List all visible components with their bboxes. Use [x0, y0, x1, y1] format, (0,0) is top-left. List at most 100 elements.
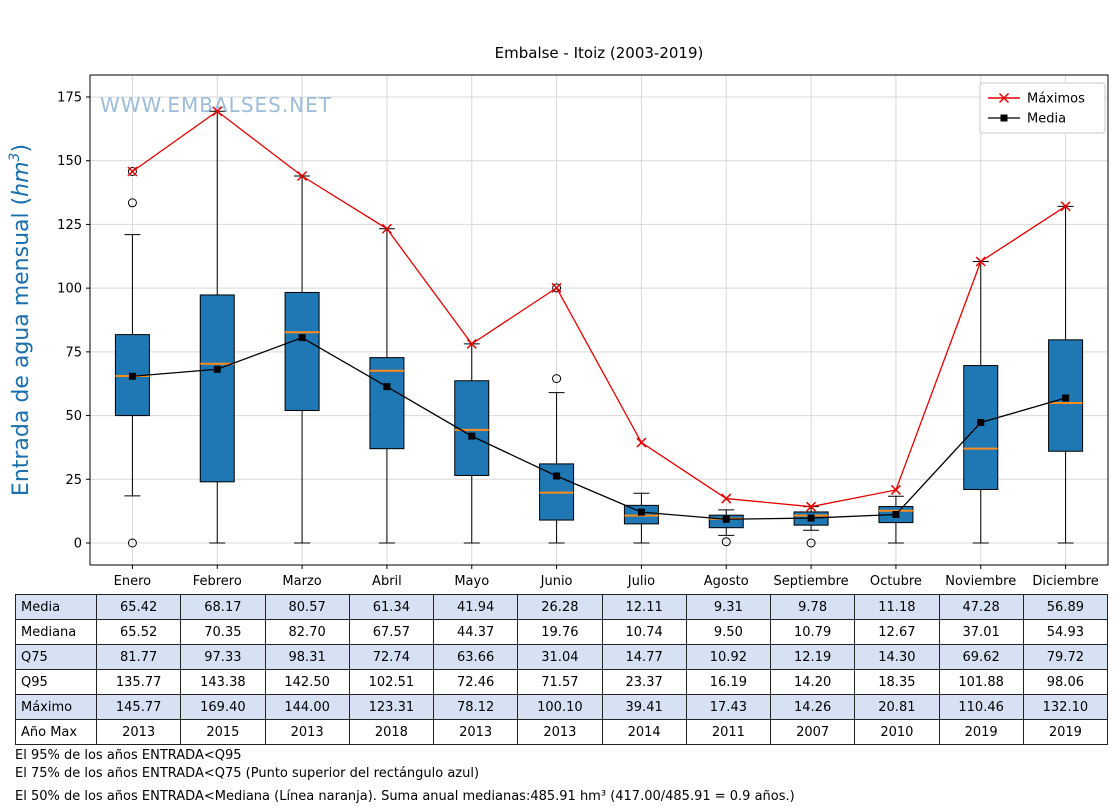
table-cell: 2013	[517, 719, 603, 745]
outlier-marker	[552, 374, 562, 384]
table-cell: 102.51	[348, 669, 435, 695]
boxplot-box	[454, 380, 490, 476]
table-cell: 16.19	[685, 669, 772, 695]
table-cell: 100.10	[517, 694, 603, 720]
maximos-x-marker	[466, 338, 477, 349]
table-cell: 72.46	[432, 669, 519, 695]
table-row-label: Media	[15, 594, 97, 620]
boxplot-box	[199, 294, 235, 483]
table-cell: 44.37	[432, 619, 519, 645]
table-row-label: Mediana	[15, 619, 97, 645]
table-cell: 69.62	[938, 644, 1024, 670]
outlier-marker	[806, 538, 816, 548]
maximos-x-marker	[806, 501, 817, 512]
media-line	[132, 336, 1066, 520]
table-cell: 68.17	[180, 594, 266, 620]
table-row-label: Q95	[15, 669, 97, 695]
table-cell: 37.01	[938, 619, 1024, 645]
maximos-x-marker	[212, 106, 223, 117]
table-row: Mediana 65.52 70.35 82.70 67.57 44.37 19.76 10.…	[15, 619, 1109, 645]
boxplot-box	[369, 357, 405, 450]
x-tick-label: Noviembre	[945, 574, 1016, 589]
table-cell: 2019	[1022, 719, 1109, 745]
table-cell: 54.93	[1022, 619, 1109, 645]
table-cell: 135.77	[95, 669, 182, 695]
table-cell: 14.20	[769, 669, 856, 695]
maximos-x-marker	[636, 437, 647, 448]
outlier-marker	[127, 198, 137, 208]
x-tick-label: Marzo	[282, 574, 321, 589]
media-square-marker	[722, 515, 730, 523]
table-cell: 101.88	[938, 669, 1024, 695]
media-square-marker	[383, 383, 391, 391]
table-cell: 14.30	[854, 644, 940, 670]
table-cell: 65.42	[95, 594, 182, 620]
table-row-label: Q75	[15, 644, 97, 670]
grid	[90, 75, 1108, 565]
table-cell: 145.77	[95, 694, 182, 720]
y-tick-label: 150	[57, 154, 82, 169]
plot-frame	[89, 74, 1109, 566]
y-tick-label: 25	[65, 473, 82, 488]
y-axis-label: Entrada de agua mensual (hm3)	[7, 144, 34, 496]
maximos-line	[132, 110, 1066, 508]
table-cell: 132.10	[1022, 694, 1109, 720]
table-cell: 17.43	[685, 694, 772, 720]
x-tick-label: Septiembre	[773, 574, 848, 589]
table-cell: 123.31	[348, 694, 435, 720]
table-cell: 2013	[95, 719, 182, 745]
media-square-marker	[553, 472, 561, 480]
media-square-marker	[128, 372, 136, 380]
media-square-marker	[637, 508, 645, 516]
maximos-x-marker	[890, 484, 901, 495]
table-cell: 41.94	[432, 594, 519, 620]
table-cell: 78.12	[432, 694, 519, 720]
boxplots	[114, 110, 1084, 548]
table-cell: 143.38	[180, 669, 266, 695]
table-cell: 2018	[348, 719, 435, 745]
table-cell: 81.77	[95, 644, 182, 670]
table-cell: 11.18	[854, 594, 940, 620]
table-cell: 9.31	[685, 594, 772, 620]
boxplot-box	[963, 365, 999, 490]
media-square-marker	[468, 432, 476, 440]
table-cell: 9.78	[769, 594, 856, 620]
table-cell: 2019	[938, 719, 1024, 745]
legend: Máximos Media	[979, 82, 1106, 134]
table-cell: 47.28	[938, 594, 1024, 620]
x-tick-label: Julio	[627, 574, 655, 589]
table-cell: 110.46	[938, 694, 1024, 720]
footer-line-q75: El 75% de los años ENTRADA<Q75 (Punto su…	[15, 766, 480, 781]
boxplot-chart: WWW.EMBALSES.NET0255075100125150175Enero…	[7, 74, 1109, 589]
table-cell: 19.76	[517, 619, 603, 645]
media-square-marker	[977, 419, 985, 427]
media-square-marker	[213, 365, 221, 373]
media-square-marker	[807, 514, 815, 522]
outlier-marker	[127, 166, 137, 176]
table-cell: 12.67	[854, 619, 940, 645]
table-cell: 144.00	[264, 694, 350, 720]
table-cell: 63.66	[432, 644, 519, 670]
table-cell: 169.40	[180, 694, 266, 720]
table-cell: 10.74	[601, 619, 687, 645]
outlier-marker	[721, 537, 731, 547]
x-tick-label: Mayo	[454, 574, 489, 589]
table-cell: 97.33	[180, 644, 266, 670]
table-row: Máximo 145.77 169.40 144.00 123.31 78.12 100.1…	[15, 694, 1109, 720]
media-square-marker	[1062, 394, 1070, 402]
table-cell: 72.74	[348, 644, 435, 670]
table-cell: 82.70	[264, 619, 350, 645]
table-cell: 2015	[180, 719, 266, 745]
maximos-x-marker	[381, 223, 392, 234]
x-tick-label: Octubre	[870, 574, 922, 589]
table-cell: 20.81	[854, 694, 940, 720]
maximos-x-marker	[721, 493, 732, 504]
table-cell: 67.57	[348, 619, 435, 645]
table-cell: 10.92	[685, 644, 772, 670]
x-tick-label: Junio	[540, 574, 573, 589]
table-row: Media 65.42 68.17 80.57 61.34 41.94 26.28 12.11…	[15, 594, 1109, 620]
table-cell: 31.04	[517, 644, 603, 670]
table-row: Q95 135.77 143.38 142.50 102.51 72.46 71.57 23.…	[15, 669, 1109, 695]
table-cell: 2010	[854, 719, 940, 745]
table-cell: 12.19	[769, 644, 856, 670]
